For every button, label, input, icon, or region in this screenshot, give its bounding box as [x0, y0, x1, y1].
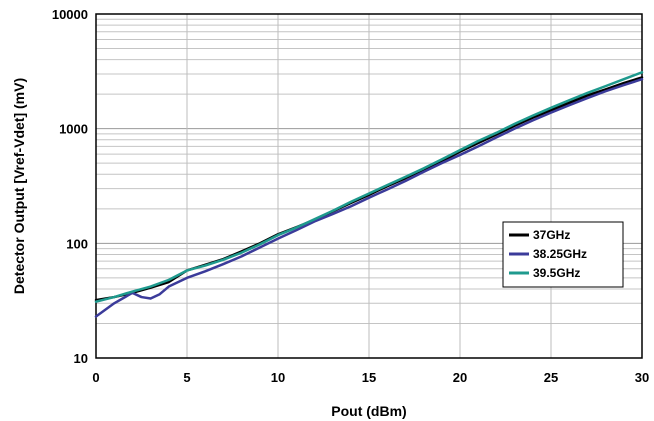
- x-tick-label: 20: [453, 370, 467, 385]
- x-tick-label: 25: [544, 370, 558, 385]
- series-line: [94, 77, 644, 318]
- y-tick-label: 100: [66, 236, 88, 251]
- legend-label: 37GHz: [533, 228, 570, 242]
- x-tick-label: 30: [635, 370, 649, 385]
- y-tick-label: 10: [74, 351, 88, 366]
- y-tick-label: 10000: [52, 7, 88, 22]
- series-line: [94, 71, 644, 303]
- x-tick-label: 10: [271, 370, 285, 385]
- legend-label: 39.5GHz: [533, 266, 580, 280]
- y-axis-title: Detector Output [Vref-Vdet] (mV): [11, 78, 27, 294]
- y-tick-label: 1000: [59, 122, 88, 137]
- x-tick-label: 0: [92, 370, 99, 385]
- grid: [96, 14, 642, 358]
- plot-frame: [95, 13, 643, 359]
- legend: 37GHz 38.25GHz 39.5GHz: [502, 221, 624, 288]
- legend-label: 38.25GHz: [533, 247, 587, 261]
- x-tick-label: 5: [183, 370, 190, 385]
- series-lines: [94, 71, 644, 318]
- x-axis-title: Pout (dBm): [331, 403, 406, 419]
- x-tick-label: 15: [362, 370, 376, 385]
- legend-box: [502, 221, 624, 288]
- tick-labels: 0 5 10 15 20 25 30 10 100 1000 10000: [52, 7, 649, 385]
